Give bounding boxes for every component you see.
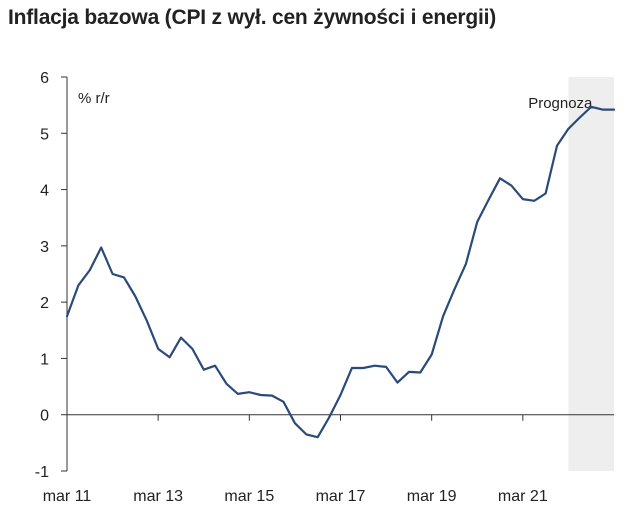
x-tick-label: mar 21	[498, 488, 548, 505]
y-tick-label: 6	[40, 70, 49, 87]
y-tick-label: 4	[40, 183, 49, 200]
y-tick-label: 5	[40, 126, 49, 143]
x-tick-label: mar 17	[316, 488, 366, 505]
x-tick-label: mar 11	[43, 488, 92, 505]
unit-label: % r/r	[78, 90, 110, 107]
y-axis-ticks: -1 0 1 2 3 4 5 6	[35, 70, 67, 481]
y-tick-label: 0	[40, 408, 49, 425]
x-tick-label: mar 15	[224, 488, 274, 505]
y-tick-label: 3	[40, 239, 49, 256]
y-tick-label: -1	[35, 464, 49, 481]
y-tick-label: 2	[40, 295, 49, 312]
y-tick-label: 1	[40, 351, 49, 368]
forecast-region	[568, 77, 614, 471]
x-axis-ticks: mar 11 mar 13 mar 15 mar 17 mar 19 mar 21	[43, 414, 548, 505]
x-tick-label: mar 13	[133, 488, 183, 505]
series-line	[65, 105, 616, 439]
x-tick-label: mar 19	[407, 488, 457, 505]
forecast-label: Prognoza	[528, 95, 593, 112]
chart-title: Inflacja bazowa (CPI z wył. cen żywności…	[8, 6, 497, 29]
